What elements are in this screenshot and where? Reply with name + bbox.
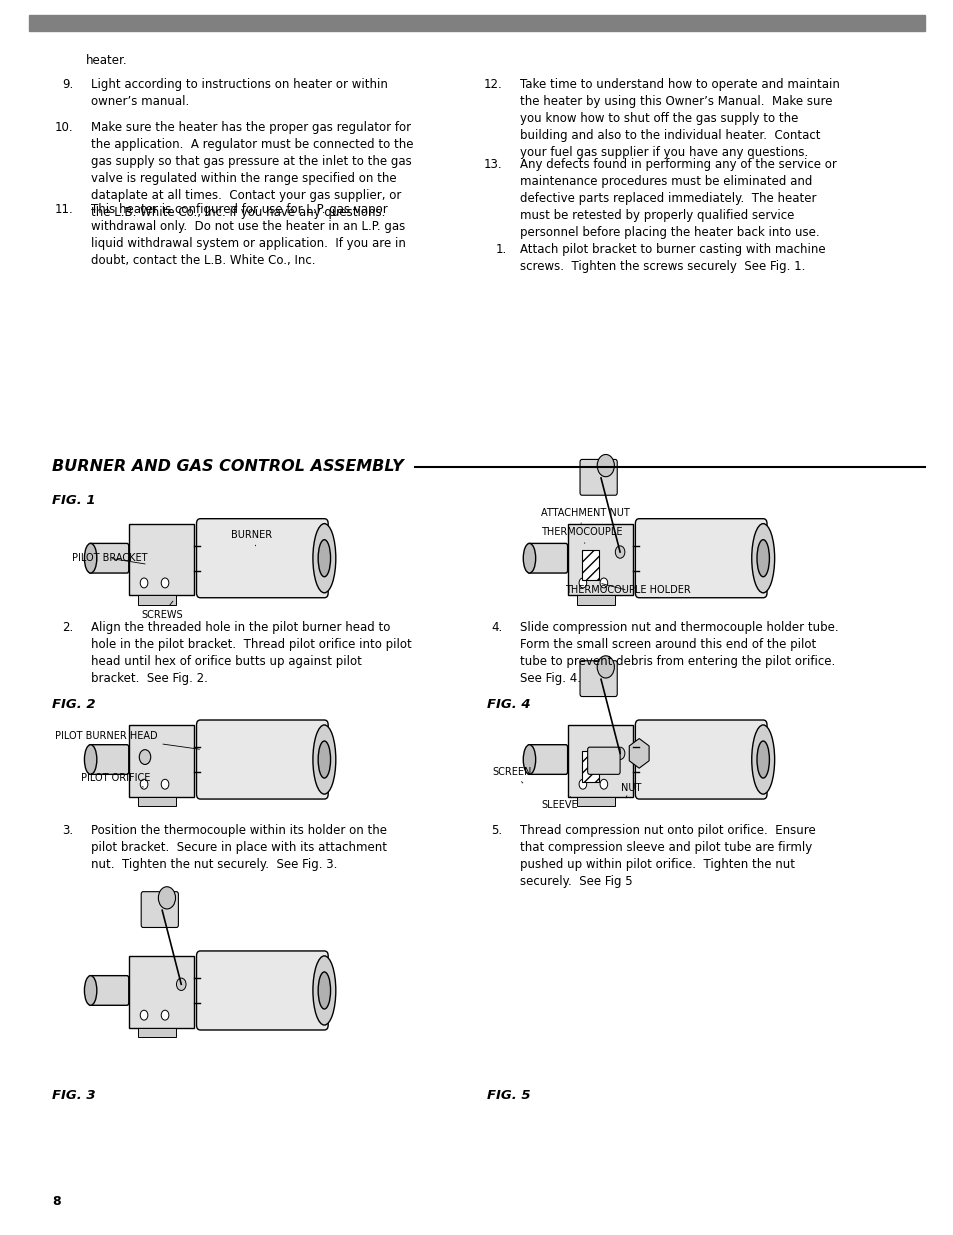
Text: BURNER AND GAS CONTROL ASSEMBLY: BURNER AND GAS CONTROL ASSEMBLY — [52, 459, 404, 474]
Text: Position the thermocouple within its holder on the
pilot bracket.  Secure in pla: Position the thermocouple within its hol… — [91, 824, 386, 871]
FancyBboxPatch shape — [527, 745, 567, 774]
Polygon shape — [629, 739, 648, 768]
Circle shape — [140, 1010, 148, 1020]
Text: FIG. 2: FIG. 2 — [52, 698, 96, 711]
Text: Take time to understand how to operate and maintain
the heater by using this Own: Take time to understand how to operate a… — [519, 78, 839, 159]
Text: 12.: 12. — [483, 78, 502, 91]
Ellipse shape — [313, 725, 335, 794]
Circle shape — [140, 779, 148, 789]
Text: PILOT ORIFICE: PILOT ORIFICE — [81, 773, 151, 787]
Text: SCREEN: SCREEN — [492, 767, 531, 783]
Text: 11.: 11. — [54, 203, 73, 216]
Bar — [138, 595, 176, 605]
Text: PILOT BURNER HEAD: PILOT BURNER HEAD — [54, 731, 199, 750]
FancyBboxPatch shape — [141, 892, 178, 927]
FancyBboxPatch shape — [196, 720, 328, 799]
Ellipse shape — [522, 543, 536, 573]
Ellipse shape — [751, 725, 774, 794]
Text: Slide compression nut and thermocouple holder tube.
Form the small screen around: Slide compression nut and thermocouple h… — [519, 621, 838, 685]
FancyBboxPatch shape — [89, 745, 129, 774]
Text: FIG. 5: FIG. 5 — [486, 1089, 530, 1103]
Text: SCREWS: SCREWS — [141, 601, 183, 620]
Text: 9.: 9. — [62, 78, 73, 91]
Bar — [581, 751, 598, 782]
Bar — [577, 797, 615, 806]
Circle shape — [597, 656, 614, 678]
Text: 8: 8 — [52, 1194, 61, 1208]
Text: FIG. 3: FIG. 3 — [52, 1089, 96, 1103]
Text: 1.: 1. — [496, 243, 507, 257]
Text: heater.: heater. — [86, 54, 128, 68]
FancyBboxPatch shape — [196, 519, 328, 598]
Text: 5.: 5. — [491, 824, 502, 837]
Circle shape — [158, 887, 175, 909]
Ellipse shape — [85, 976, 97, 1005]
FancyBboxPatch shape — [579, 459, 617, 495]
Circle shape — [615, 546, 624, 558]
Circle shape — [599, 578, 607, 588]
Bar — [138, 797, 176, 806]
Text: THERMOCOUPLE HOLDER: THERMOCOUPLE HOLDER — [564, 584, 690, 595]
Circle shape — [599, 779, 607, 789]
Ellipse shape — [757, 540, 768, 577]
Circle shape — [161, 1010, 169, 1020]
Text: FIG. 4: FIG. 4 — [486, 698, 530, 711]
Bar — [567, 524, 632, 595]
FancyBboxPatch shape — [527, 543, 567, 573]
Circle shape — [161, 578, 169, 588]
FancyBboxPatch shape — [635, 519, 766, 598]
Ellipse shape — [522, 745, 536, 774]
Circle shape — [176, 978, 186, 990]
Bar — [29, 15, 924, 31]
Bar — [129, 725, 193, 797]
Ellipse shape — [757, 741, 768, 778]
Ellipse shape — [751, 524, 774, 593]
FancyBboxPatch shape — [89, 976, 129, 1005]
FancyBboxPatch shape — [89, 543, 129, 573]
Ellipse shape — [317, 540, 330, 577]
FancyBboxPatch shape — [635, 720, 766, 799]
Ellipse shape — [317, 972, 330, 1009]
Text: Make sure the heater has the proper gas regulator for
the application.  A regula: Make sure the heater has the proper gas … — [91, 121, 413, 219]
Text: Align the threaded hole in the pilot burner head to
hole in the pilot bracket.  : Align the threaded hole in the pilot bur… — [91, 621, 411, 685]
Ellipse shape — [313, 524, 335, 593]
Bar — [581, 550, 598, 580]
Text: SLEEVE: SLEEVE — [541, 797, 578, 810]
Ellipse shape — [317, 741, 330, 778]
Circle shape — [578, 779, 586, 789]
Text: Thread compression nut onto pilot orifice.  Ensure
that compression sleeve and p: Thread compression nut onto pilot orific… — [519, 824, 815, 888]
FancyBboxPatch shape — [587, 747, 619, 774]
Bar — [567, 725, 632, 797]
Text: BURNER: BURNER — [231, 530, 272, 546]
Text: 2.: 2. — [62, 621, 73, 635]
Text: PILOT BRACKET: PILOT BRACKET — [71, 553, 147, 564]
Text: 13.: 13. — [483, 158, 502, 172]
Ellipse shape — [313, 956, 335, 1025]
Circle shape — [597, 454, 614, 477]
Bar — [129, 524, 193, 595]
Circle shape — [615, 747, 624, 760]
Text: FIG. 1: FIG. 1 — [52, 494, 96, 508]
Bar — [577, 595, 615, 605]
Circle shape — [139, 750, 151, 764]
Text: THERMOCOUPLE: THERMOCOUPLE — [540, 527, 621, 543]
Circle shape — [140, 578, 148, 588]
Text: Attach pilot bracket to burner casting with machine
screws.  Tighten the screws : Attach pilot bracket to burner casting w… — [519, 243, 824, 273]
Text: 3.: 3. — [62, 824, 73, 837]
Text: Any defects found in performing any of the service or
maintenance procedures mus: Any defects found in performing any of t… — [519, 158, 836, 240]
Bar — [129, 956, 193, 1028]
Circle shape — [578, 578, 586, 588]
Text: This heater is configured for use for L.P. gas vapor
withdrawal only.  Do not us: This heater is configured for use for L.… — [91, 203, 405, 267]
Ellipse shape — [85, 745, 97, 774]
FancyBboxPatch shape — [196, 951, 328, 1030]
Text: ATTACHMENT NUT: ATTACHMENT NUT — [540, 508, 629, 524]
Ellipse shape — [85, 543, 97, 573]
Bar — [138, 1028, 176, 1037]
Text: 4.: 4. — [491, 621, 502, 635]
Text: 10.: 10. — [54, 121, 73, 135]
Circle shape — [161, 779, 169, 789]
FancyBboxPatch shape — [579, 661, 617, 697]
Text: Light according to instructions on heater or within
owner’s manual.: Light according to instructions on heate… — [91, 78, 387, 107]
Text: NUT: NUT — [620, 783, 640, 798]
